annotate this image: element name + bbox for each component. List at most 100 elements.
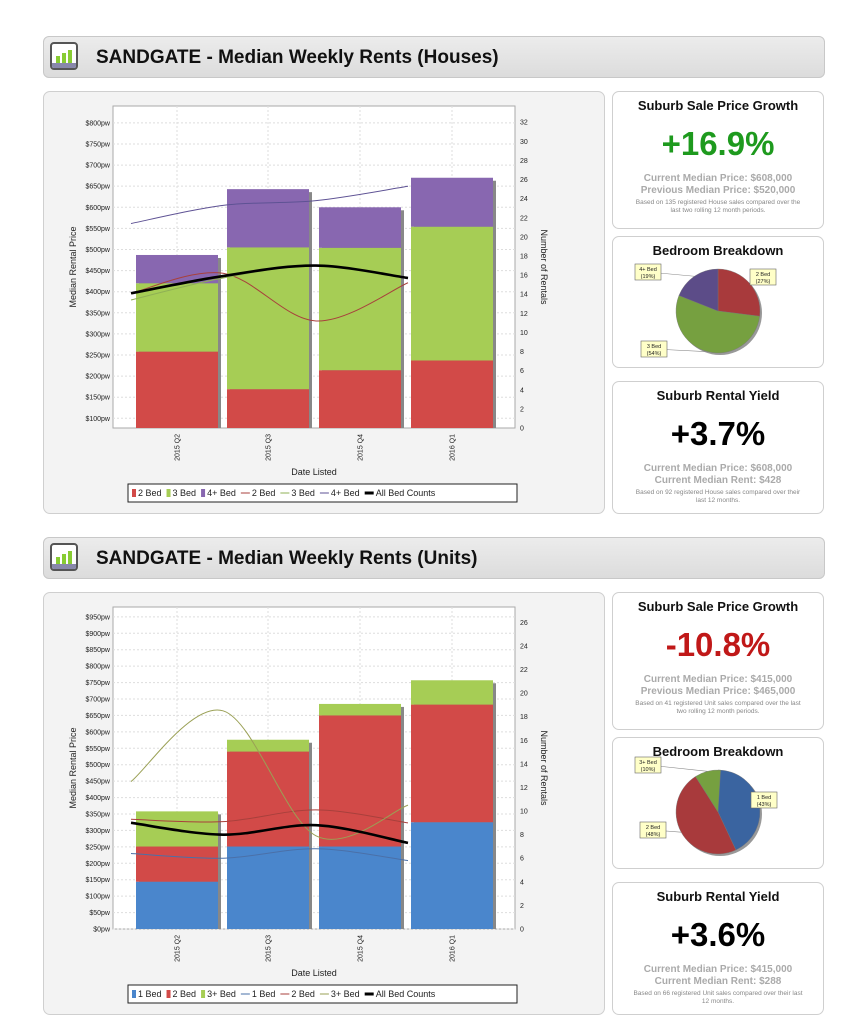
current-median-rent: Current Median Rent: $288 xyxy=(654,976,782,987)
line-series-allbedcounts xyxy=(130,821,409,845)
yield-note: Based on 66 registered Unit sales compar… xyxy=(633,990,803,1005)
y2-tick-label: 14 xyxy=(520,292,528,299)
y2-tick-label: 18 xyxy=(520,254,528,261)
previous-median-price: Previous Median Price: $520,000 xyxy=(640,185,796,196)
line-series-1bed xyxy=(130,848,409,862)
current-median-price: Current Median Price: $415,000 xyxy=(643,964,793,975)
y2-tick-label: 14 xyxy=(520,761,528,768)
growth-value: -10.8% xyxy=(665,626,771,663)
units-rent-chart: $0pw $50pw $100pw $150pw $200pw $250pw $300pw $… xyxy=(43,592,605,1015)
bar-segment-3bed xyxy=(411,226,493,361)
current-median-rent: Current Median Rent: $428 xyxy=(654,475,782,486)
line-series-allbedcounts xyxy=(130,264,409,295)
bar-segment-4bed xyxy=(227,189,309,248)
growth-note: Based on 41 registered Unit sales compar… xyxy=(635,700,801,715)
x-tick-label: 2015 Q3 xyxy=(266,935,273,962)
bar-segment-4bed xyxy=(411,177,493,227)
legend-label: 2 Bed xyxy=(291,989,315,999)
section-header-houses: SANDGATE - Median Weekly Rents (Houses) xyxy=(43,36,825,78)
y2-tick-label: 4 xyxy=(520,879,524,886)
y2-tick-label: 16 xyxy=(520,273,528,280)
y-axis-title: Median Rental Price xyxy=(68,226,78,307)
bar-segment-2bed xyxy=(411,704,493,823)
current-median-price: Current Median Price: $608,000 xyxy=(643,173,793,184)
y-tick-label: $800pw xyxy=(85,120,110,127)
x-axis-title: Date Listed xyxy=(291,968,337,978)
y-axis-title: Median Rental Price xyxy=(68,727,78,808)
x-tick-label: 2015 Q4 xyxy=(358,935,365,962)
bar-segment-2bed xyxy=(136,351,218,428)
y-tick-label: $350pw xyxy=(85,310,110,317)
y-tick-label: $200pw xyxy=(85,861,110,868)
y2-axis-title: Number of Rentals xyxy=(539,229,549,305)
y-tick-label: $600pw xyxy=(85,729,110,736)
y-tick-label: $250pw xyxy=(85,844,110,851)
y-tick-label: $300pw xyxy=(85,331,110,338)
y2-tick-label: 8 xyxy=(520,832,524,839)
bar-segment-2bed xyxy=(411,360,493,428)
y-tick-label: $650pw xyxy=(85,184,110,191)
rental-yield-panel: Suburb Rental Yield +3.6% Current Median… xyxy=(612,882,824,1015)
pie-label: 2 Bed xyxy=(756,272,770,278)
x-axis-title: Date Listed xyxy=(291,467,337,477)
legend-swatch xyxy=(132,489,136,497)
y2-tick-label: 22 xyxy=(520,215,528,222)
y2-tick-label: 30 xyxy=(520,139,528,146)
y-tick-label: $300pw xyxy=(85,828,110,835)
legend-label: 4+ Bed xyxy=(207,488,236,498)
previous-median-price: Previous Median Price: $465,000 xyxy=(640,686,796,697)
y2-tick-label: 16 xyxy=(520,738,528,745)
pie-slice-4bed xyxy=(678,268,719,312)
legend-label: 1 Bed xyxy=(138,989,162,999)
legend-label: 3+ Bed xyxy=(331,989,360,999)
bar-segment-1bed xyxy=(319,846,401,929)
bedroom-breakdown-panel: Bedroom Breakdown 2 Bed (27%) 3 Bed (54%) 4+… xyxy=(612,236,824,368)
legend-swatch xyxy=(201,489,206,497)
pie-label-box xyxy=(634,756,662,774)
current-median-price: Current Median Price: $415,000 xyxy=(643,674,793,685)
houses-rent-chart: $100pw $150pw $200pw $250pw $300pw $350pw $400… xyxy=(43,91,605,514)
y-tick-label: $100pw xyxy=(85,416,110,423)
legend-label: 3 Bed xyxy=(291,488,315,498)
y2-axis-title: Number of Rentals xyxy=(539,730,549,806)
sale-price-growth-panel: Suburb Sale Price Growth -10.8% Current … xyxy=(612,592,824,730)
legend-label: 2 Bed xyxy=(252,488,276,498)
y-tick-label: $400pw xyxy=(85,795,110,802)
y2-tick-label: 0 xyxy=(520,927,524,934)
legend-swatch xyxy=(166,489,171,497)
y2-tick-label: 6 xyxy=(520,368,524,375)
bedroom-breakdown-panel: Bedroom Breakdown 1 Bed (43%) 2 Bed (48%) 3+… xyxy=(612,737,824,869)
rental-yield-panel: Suburb Rental Yield +3.7% Current Median… xyxy=(612,381,824,514)
legend-label: 4+ Bed xyxy=(331,488,360,498)
y2-tick-label: 22 xyxy=(520,667,528,674)
pie-label-box xyxy=(639,821,667,839)
y-tick-label: $50pw xyxy=(89,910,111,917)
x-tick-label: 2015 Q4 xyxy=(358,434,365,461)
bar-segment-2bed xyxy=(319,370,401,428)
y-tick-label: $450pw xyxy=(85,268,110,275)
y-tick-label: $900pw xyxy=(85,631,110,638)
bar-segment-1bed xyxy=(136,881,218,929)
pie-label: 4+ Bed xyxy=(639,267,657,273)
y-tick-label: $500pw xyxy=(85,247,110,254)
bar-segment-2bed xyxy=(319,715,401,847)
pie-label-box xyxy=(750,791,778,809)
legend-swatch xyxy=(201,990,206,998)
pie-label-pct: (43%) xyxy=(757,802,772,808)
y-tick-label: $850pw xyxy=(85,647,110,654)
y-tick-label: $200pw xyxy=(85,374,110,381)
yield-note: Based on 92 registered House sales compa… xyxy=(635,489,801,504)
pie-label-pct: (10%) xyxy=(641,767,656,773)
y-tick-label: $100pw xyxy=(85,894,110,901)
yield-value: +3.7% xyxy=(670,415,766,452)
yield-value: +3.6% xyxy=(670,916,766,953)
y-tick-label: $250pw xyxy=(85,352,110,359)
panel-title: Suburb Sale Price Growth xyxy=(637,98,799,113)
y2-tick-label: 20 xyxy=(520,691,528,698)
y2-tick-label: 12 xyxy=(520,311,528,318)
y-tick-label: $650pw xyxy=(85,713,110,720)
y2-tick-label: 26 xyxy=(520,177,528,184)
y-tick-label: $600pw xyxy=(85,205,110,212)
pie-label: 1 Bed xyxy=(757,795,771,801)
y2-tick-label: 10 xyxy=(520,330,528,337)
